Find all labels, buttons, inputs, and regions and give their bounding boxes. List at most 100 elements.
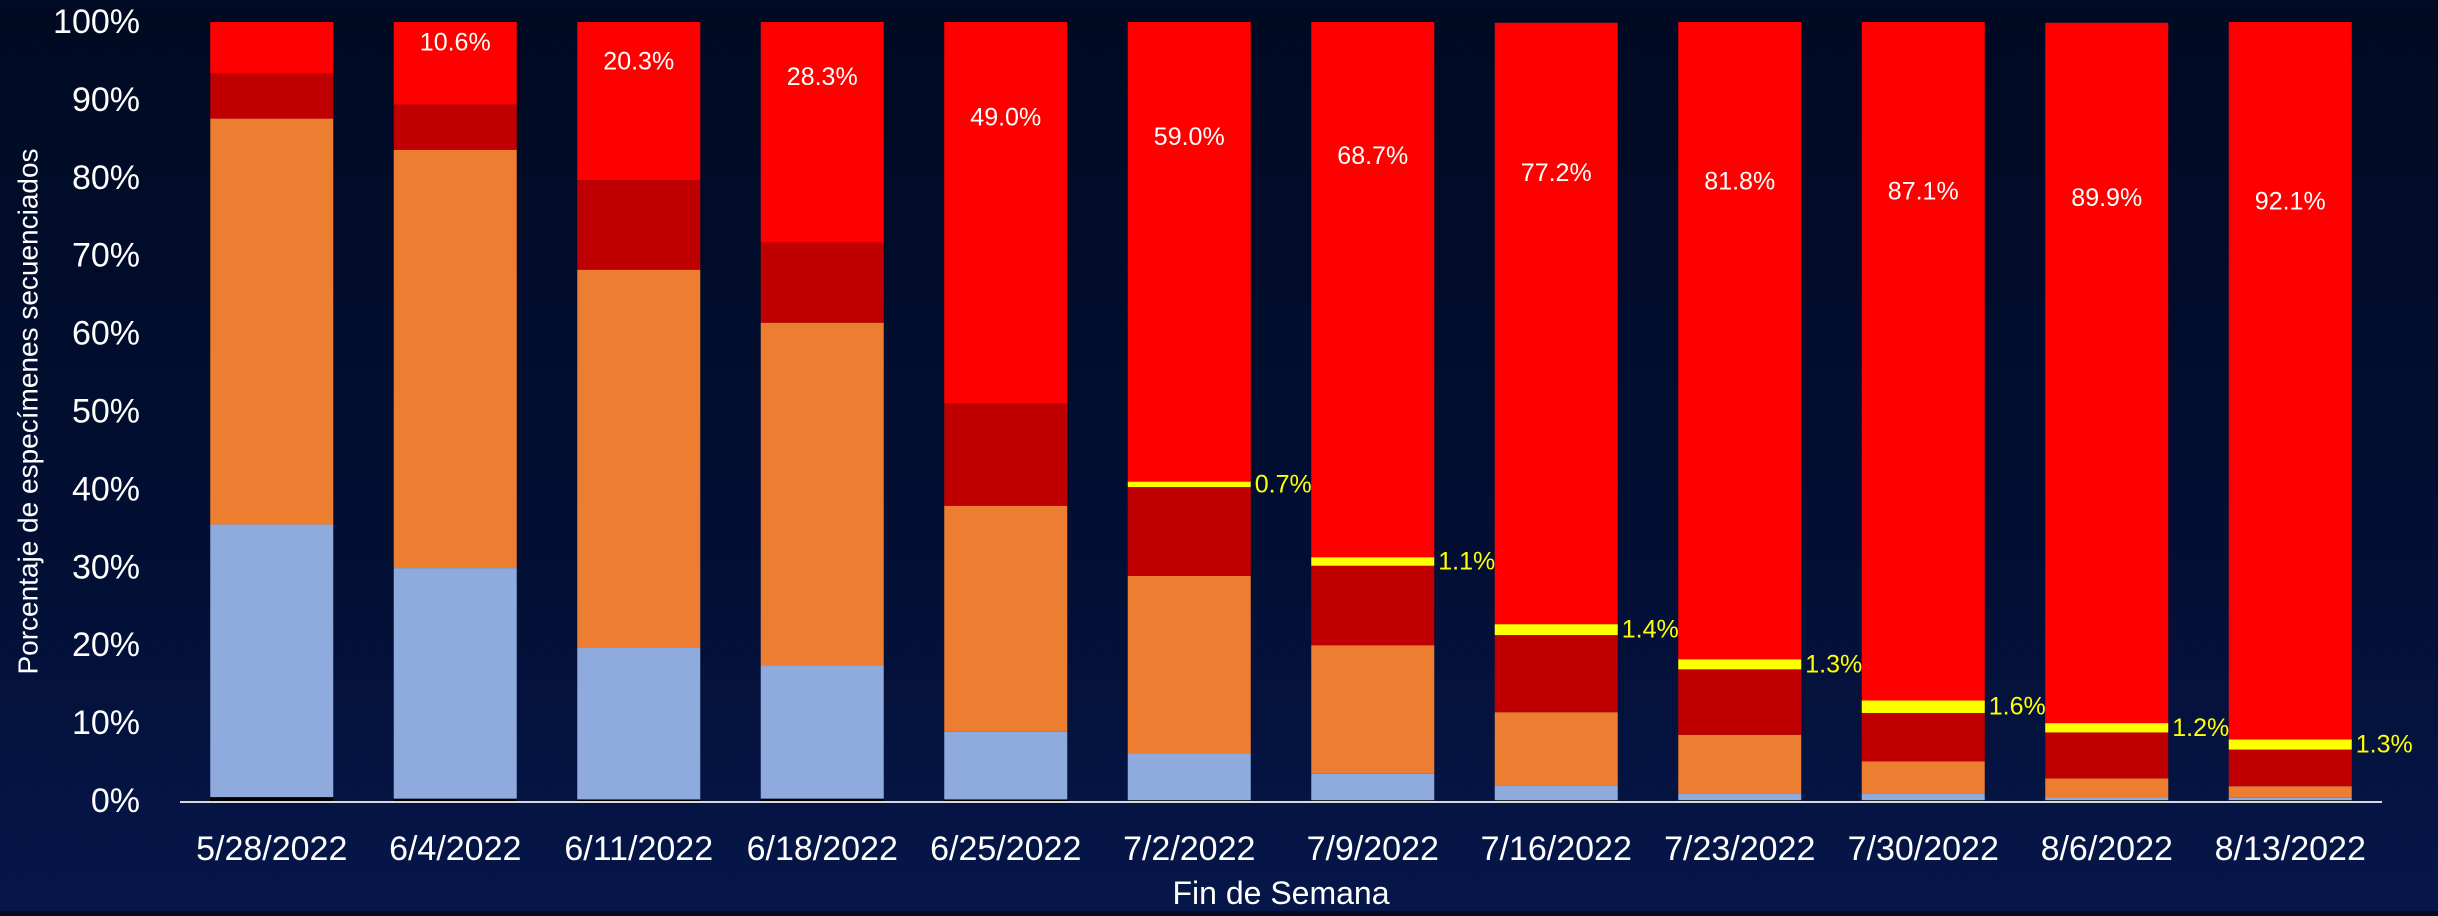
bar-segment bbox=[210, 118, 334, 525]
bar-segment bbox=[577, 22, 701, 181]
bar-segment bbox=[1311, 800, 1435, 801]
bar-segment bbox=[2228, 22, 2352, 740]
bar-segment bbox=[2045, 22, 2169, 724]
y-tick-label: 70% bbox=[72, 237, 140, 275]
bar-segment bbox=[1678, 734, 1802, 794]
x-tick-label: 7/2/2022 bbox=[1123, 830, 1255, 868]
bar-segment bbox=[1127, 22, 1251, 482]
bar-segment bbox=[2228, 739, 2352, 750]
data-label: 1.3% bbox=[2356, 731, 2413, 759]
bar-segment bbox=[1311, 773, 1435, 801]
y-tick-label: 100% bbox=[53, 3, 140, 41]
bar-segment bbox=[1494, 712, 1618, 786]
x-tick-label: 6/4/2022 bbox=[389, 830, 521, 868]
bar-segment bbox=[1311, 565, 1435, 646]
bar-segment bbox=[1861, 800, 1985, 801]
x-tick-label: 7/30/2022 bbox=[1848, 830, 1999, 868]
x-axis-title: Fin de Semana bbox=[1172, 875, 1389, 911]
bar-segment bbox=[1861, 793, 1985, 801]
bar-segment bbox=[393, 568, 517, 799]
bar-segment bbox=[1861, 700, 1985, 713]
bar-segment bbox=[1494, 22, 1618, 625]
bar-segment bbox=[944, 505, 1068, 732]
bar-segment bbox=[2045, 778, 2169, 798]
bar-segment bbox=[1861, 761, 1985, 794]
y-tick-label: 30% bbox=[72, 548, 140, 586]
data-label: 81.8% bbox=[1704, 167, 1775, 195]
bar-segment bbox=[2228, 797, 2352, 801]
data-label: 49.0% bbox=[970, 103, 1041, 131]
y-tick-label: 60% bbox=[72, 315, 140, 353]
data-label: 1.3% bbox=[1805, 650, 1862, 678]
bar-segment bbox=[1678, 659, 1802, 670]
x-tick-label: 6/11/2022 bbox=[564, 830, 713, 868]
bar-segment bbox=[1494, 624, 1618, 636]
y-axis-title: Porcentaje de especímenes secuenciados bbox=[13, 148, 44, 674]
y-tick-label: 90% bbox=[72, 81, 140, 119]
data-label: 92.1% bbox=[2255, 187, 2326, 215]
bar-segment bbox=[2045, 797, 2169, 801]
data-label: 77.2% bbox=[1521, 159, 1592, 187]
bar-segment bbox=[1311, 645, 1435, 774]
data-label: 20.3% bbox=[603, 48, 674, 76]
data-label: 87.1% bbox=[1888, 178, 1959, 206]
y-tick-label: 80% bbox=[72, 159, 140, 197]
bar-segment bbox=[760, 322, 884, 666]
bar-segment bbox=[1861, 712, 1985, 762]
bar-segment bbox=[2228, 800, 2352, 801]
bar-segment bbox=[1678, 22, 1802, 660]
x-tick-label: 5/28/2022 bbox=[196, 830, 347, 868]
data-label: 1.1% bbox=[1438, 547, 1495, 575]
data-label: 89.9% bbox=[2071, 184, 2142, 212]
y-tick-label: 40% bbox=[72, 470, 140, 508]
x-tick-label: 8/13/2022 bbox=[2215, 830, 2366, 868]
bar-segment bbox=[393, 104, 517, 150]
data-label: 1.6% bbox=[1989, 693, 2046, 721]
bar-segment bbox=[577, 647, 701, 800]
bar-segment bbox=[1861, 22, 1985, 701]
bar-segment bbox=[2228, 786, 2352, 798]
data-label: 0.7% bbox=[1255, 470, 1312, 498]
bar-segment bbox=[2045, 723, 2169, 733]
data-label: 1.2% bbox=[2172, 714, 2229, 742]
bar-segment bbox=[210, 524, 334, 798]
data-label: 28.3% bbox=[787, 63, 858, 91]
y-tick-label: 50% bbox=[72, 393, 140, 431]
bar-segment bbox=[1494, 635, 1618, 713]
x-tick-label: 6/18/2022 bbox=[747, 830, 898, 868]
bar-segment bbox=[1311, 22, 1435, 558]
bar-segment bbox=[944, 799, 1068, 801]
y-tick-label: 0% bbox=[91, 782, 140, 820]
bar-segment bbox=[1678, 793, 1802, 801]
y-tick-label: 10% bbox=[72, 704, 140, 742]
bar-segment bbox=[760, 665, 884, 799]
bar-segment bbox=[760, 22, 884, 243]
data-label: 1.4% bbox=[1622, 616, 1679, 644]
bar-segment bbox=[2045, 732, 2169, 779]
bar-segment bbox=[944, 731, 1068, 800]
x-tick-label: 6/25/2022 bbox=[930, 830, 1081, 868]
bar-segment bbox=[760, 242, 884, 323]
bar-segment bbox=[210, 73, 334, 119]
bar-segment bbox=[1127, 487, 1251, 576]
x-tick-label: 7/23/2022 bbox=[1664, 830, 1815, 868]
bar-segment bbox=[1678, 800, 1802, 801]
bar-segment bbox=[1127, 800, 1251, 801]
bar-segment bbox=[944, 403, 1068, 506]
bar-segment bbox=[1127, 481, 1251, 488]
bar-segment bbox=[1678, 669, 1802, 735]
bar-segment bbox=[393, 22, 517, 105]
bar-segment bbox=[393, 149, 517, 569]
x-tick-label: 8/6/2022 bbox=[2041, 830, 2173, 868]
bar-segment bbox=[577, 799, 701, 801]
x-tick-label: 7/16/2022 bbox=[1481, 830, 1632, 868]
bar-segment bbox=[1494, 800, 1618, 801]
bar-segment bbox=[1127, 575, 1251, 754]
bar-segment bbox=[1311, 557, 1435, 566]
bar-segment bbox=[210, 797, 334, 801]
y-tick-label: 20% bbox=[72, 626, 140, 664]
bar-segment bbox=[210, 22, 334, 74]
bar-segment bbox=[944, 22, 1068, 404]
bar-segment bbox=[760, 798, 884, 801]
